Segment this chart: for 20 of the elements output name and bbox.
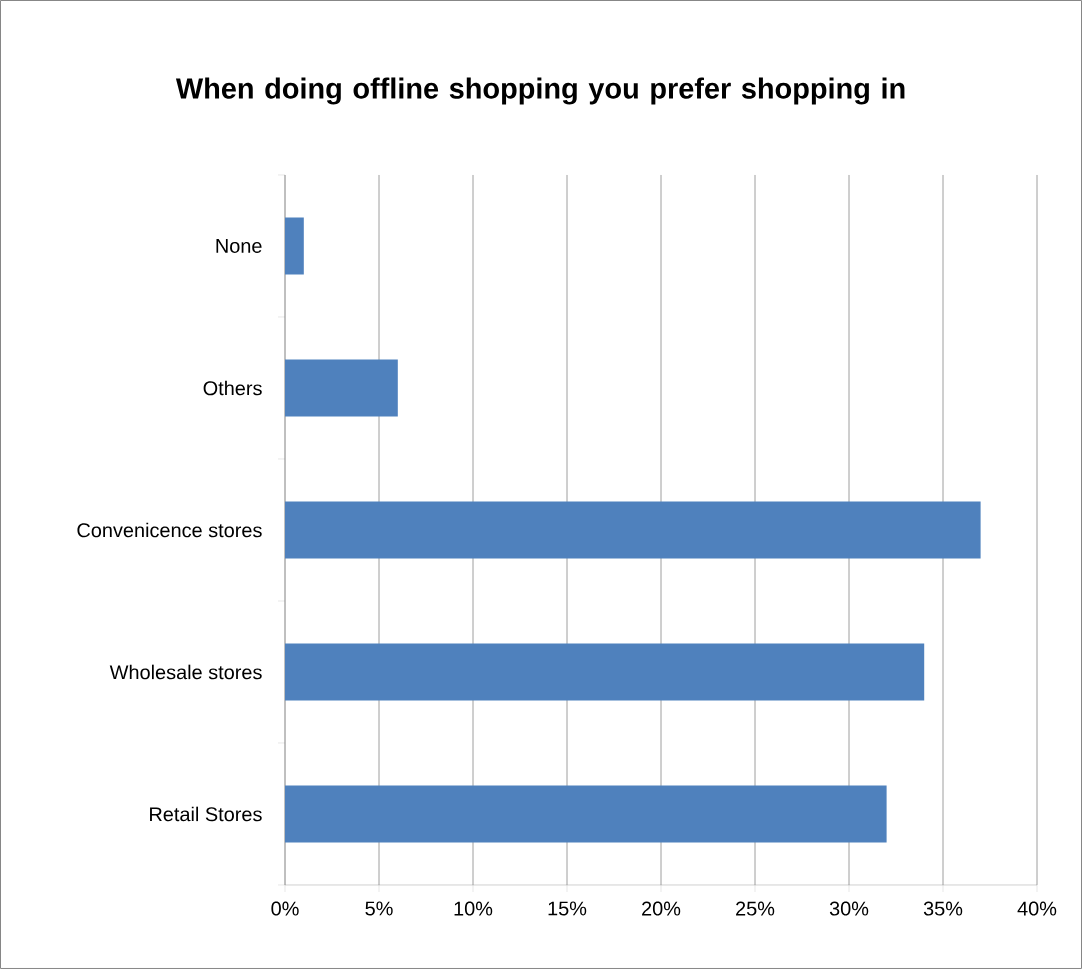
x-tick-label: 35% (923, 901, 963, 916)
bar (285, 359, 398, 417)
x-tick-label: 10% (454, 901, 493, 916)
x-tick-label: 20% (642, 901, 681, 916)
y-tick-label: Wholesale stores (109, 664, 262, 680)
chart-title: When doing offline shopping you prefer shopping in (175, 77, 905, 105)
x-tick-label: 25% (736, 901, 775, 916)
x-tick-label: 5% (365, 901, 393, 916)
x-tick-label: 30% (829, 901, 869, 916)
bar (285, 643, 925, 701)
x-tick-label: 0% (271, 901, 299, 916)
x-tick-label: 40% (1017, 901, 1057, 916)
y-tick-label: Others (203, 380, 262, 396)
y-tick-label: Retail Stores (150, 806, 262, 822)
bar (285, 217, 304, 275)
x-tick-label: 15% (548, 901, 587, 916)
bar (285, 501, 981, 559)
bar (285, 785, 887, 843)
y-tick-label: None (216, 239, 262, 253)
y-tick-label: Convenicence stores (77, 522, 262, 538)
